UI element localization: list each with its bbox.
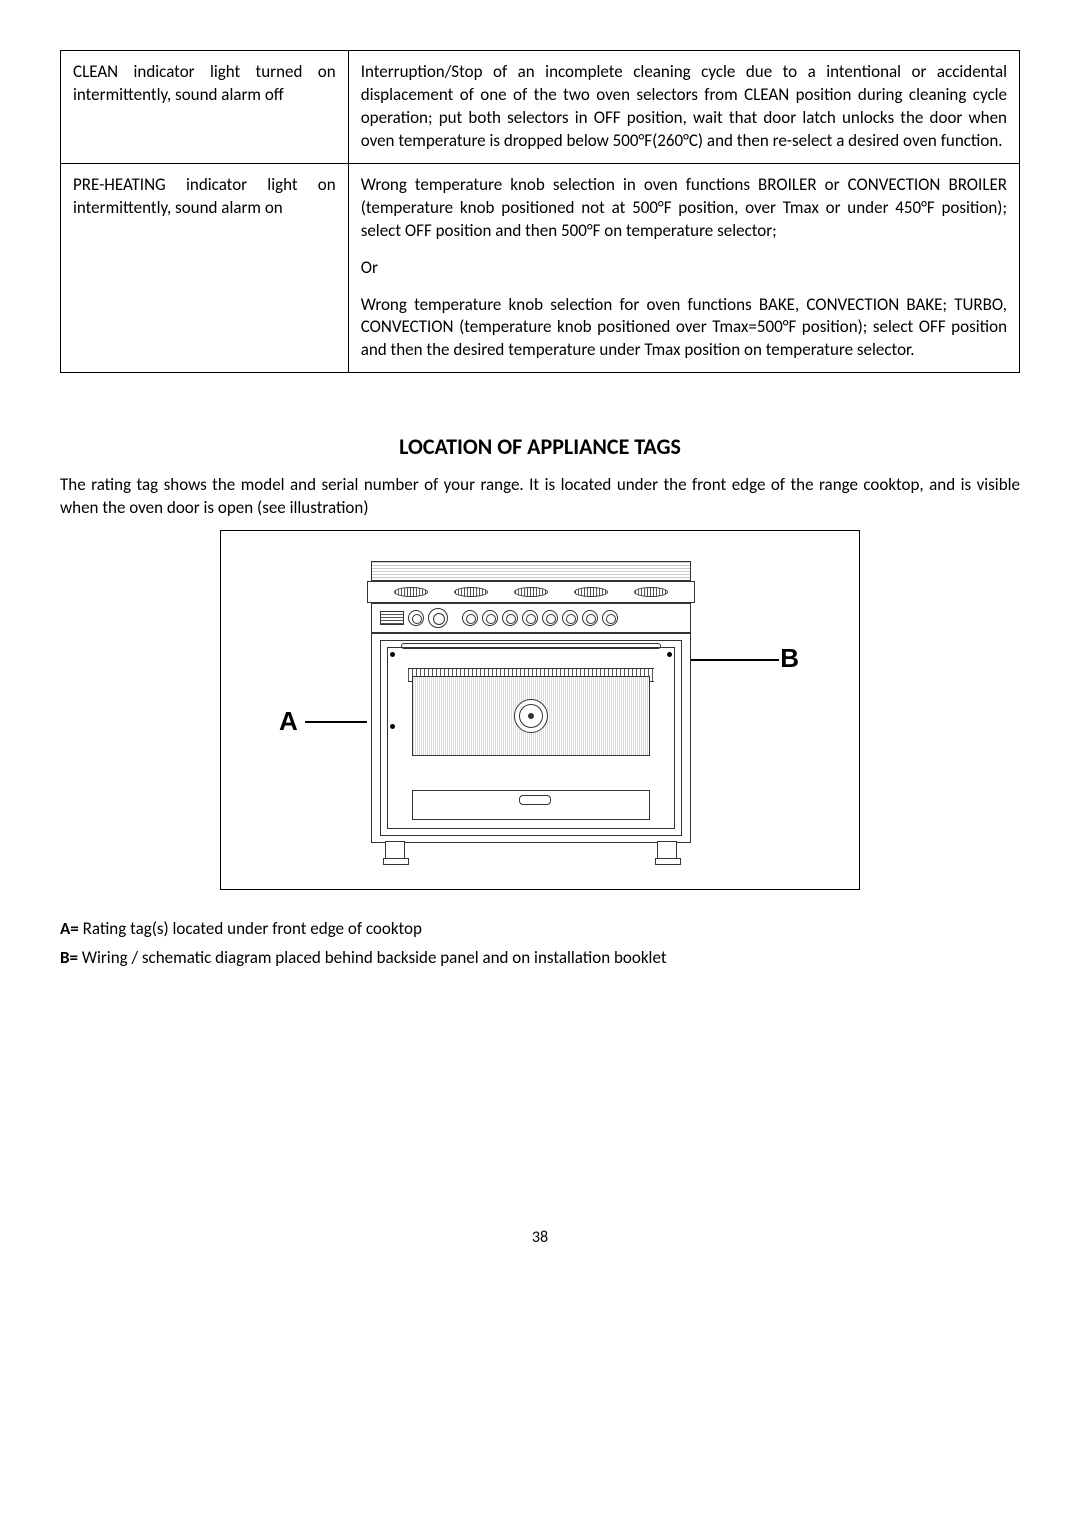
cell-symptom: PRE-HEATING indicator light on intermitt… xyxy=(61,163,349,373)
troubleshooting-table: CLEAN indicator light turned on intermit… xyxy=(60,50,1020,373)
legend-a: A= Rating tag(s) located under front edg… xyxy=(60,918,1020,939)
diagram-label-a: A xyxy=(279,706,298,737)
legend-b-prefix: B= xyxy=(60,947,78,968)
appliance-diagram: A B xyxy=(220,530,860,890)
cell-or: Or xyxy=(348,253,1019,284)
cell-symptom: CLEAN indicator light turned on intermit… xyxy=(61,51,349,164)
section-title: LOCATION OF APPLIANCE TAGS xyxy=(60,433,1020,460)
cell-solution: Interruption/Stop of an incomplete clean… xyxy=(348,51,1019,164)
diagram-label-b: B xyxy=(780,643,799,674)
section-intro: The rating tag shows the model and seria… xyxy=(60,474,1020,520)
table-row: PRE-HEATING indicator light on intermitt… xyxy=(61,163,1020,252)
legend-a-text: Rating tag(s) located under front edge o… xyxy=(79,918,422,939)
cell-solution: Wrong temperature knob selection for ove… xyxy=(348,284,1019,373)
cell-solution: Wrong temperature knob selection in oven… xyxy=(348,163,1019,252)
legend-b-text: Wiring / schematic diagram placed behind… xyxy=(78,947,667,968)
legend-a-prefix: A= xyxy=(60,918,79,939)
table-row: CLEAN indicator light turned on intermit… xyxy=(61,51,1020,164)
legend-b: B= Wiring / schematic diagram placed beh… xyxy=(60,947,1020,968)
stove-illustration xyxy=(371,561,691,861)
page-number: 38 xyxy=(60,1228,1020,1247)
